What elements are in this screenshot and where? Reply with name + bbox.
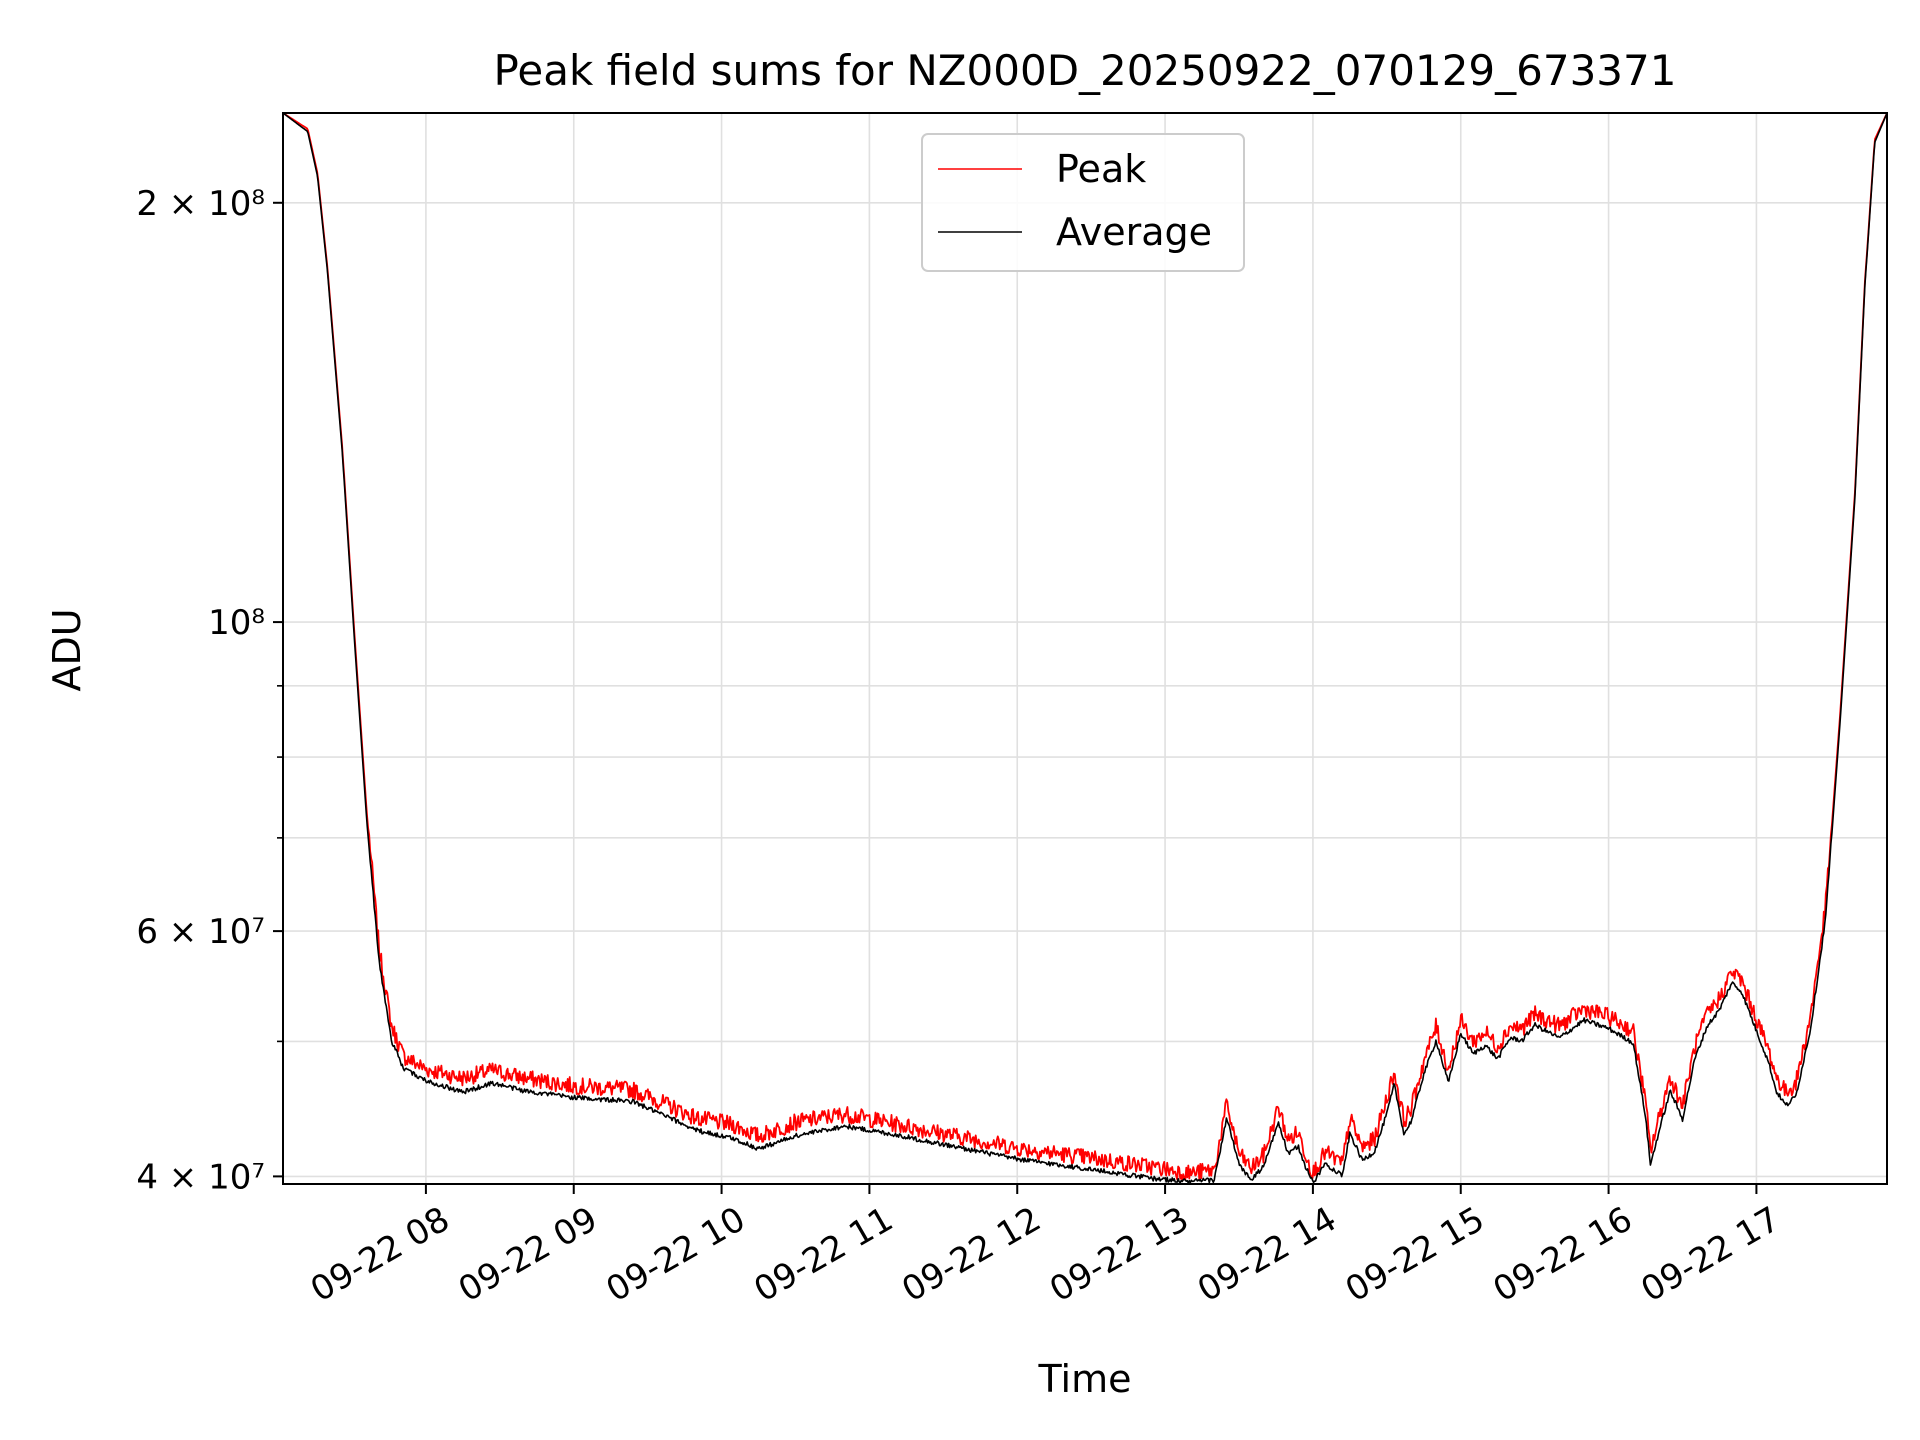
chart-title: Peak field sums for NZ000D_20250922_0701… — [494, 46, 1677, 95]
y-axis-label: ADU — [45, 608, 89, 691]
series-layer — [283, 113, 1887, 1184]
y-tick-label: 6 × 10⁷ — [136, 912, 265, 952]
legend-label-peak: Peak — [1056, 147, 1146, 191]
x-axis-label: Time — [1038, 1357, 1132, 1401]
y-tick-label: 4 × 10⁷ — [136, 1157, 265, 1197]
series-line-peak — [283, 113, 1887, 1181]
y-tick-label: 10⁸ — [208, 603, 265, 643]
series-line-average — [283, 113, 1887, 1184]
legend-label-average: Average — [1056, 210, 1212, 254]
y-tick-label: 2 × 10⁸ — [136, 184, 265, 224]
grid — [283, 113, 1887, 1184]
plot-frame — [282, 112, 1888, 1185]
legend: Peak Average — [921, 133, 1245, 272]
